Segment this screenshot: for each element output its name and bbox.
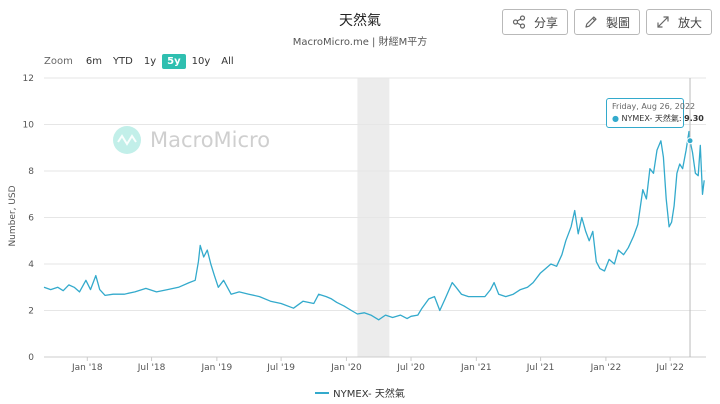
y-tick-label: 8 — [28, 167, 34, 177]
pencil-icon — [584, 15, 598, 29]
y-tick-label: 2 — [28, 307, 34, 317]
legend-swatch — [315, 391, 330, 394]
zoom-ytd-button[interactable]: YTD — [112, 56, 133, 67]
expand-button[interactable]: 放大 — [645, 9, 712, 35]
zoom-10y-button[interactable]: 10y — [191, 56, 211, 67]
tooltip-series: NYMEX- 天然氣: — [621, 114, 682, 123]
draw-button[interactable]: 製圖 — [573, 9, 640, 35]
y-tick-label: 4 — [28, 260, 34, 270]
tooltip-row: ● NYMEX- 天然氣: 9.30 — [612, 113, 704, 124]
x-tick-label: Jul '18 — [137, 363, 166, 373]
zoom-5y-button[interactable]: 5y — [162, 54, 186, 69]
y-tick-label: 10 — [23, 121, 35, 131]
tooltip-value: 9.30 — [684, 114, 704, 123]
x-tick-label: Jul '21 — [526, 363, 555, 373]
series-line — [43, 130, 705, 321]
x-tick-label: Jul '22 — [655, 363, 684, 373]
watermark: MacroMicro — [113, 126, 270, 154]
share-button[interactable]: 分享 — [501, 9, 568, 35]
zoom-bar: Zoom 6m YTD 1y 5y 10y All — [44, 54, 240, 69]
tooltip-date: Friday, Aug 26, 2022 — [612, 102, 696, 111]
chart-actions: 分享 製圖 放大 — [501, 9, 712, 35]
x-tick-label: Jan '18 — [71, 363, 103, 373]
y-tick-label: 6 — [28, 214, 34, 224]
x-tick-label: Jul '19 — [266, 363, 295, 373]
x-tick-label: Jan '22 — [590, 363, 622, 373]
share-label: 分享 — [533, 15, 558, 30]
x-tick-label: Jul '20 — [396, 363, 425, 373]
x-tick-label: Jan '19 — [201, 363, 233, 373]
chart-subtitle: MacroMicro.me | 財經M平方 — [292, 37, 428, 48]
expand-icon — [656, 15, 670, 29]
tooltip-dot-icon: ● — [612, 114, 619, 123]
chart-title: 天然氣 — [339, 13, 381, 29]
legend[interactable]: NYMEX- 天然氣 — [0, 385, 720, 400]
expand-label: 放大 — [677, 15, 702, 30]
tooltip: Friday, Aug 26, 2022 ● NYMEX- 天然氣: 9.30 — [606, 98, 704, 128]
zoom-6m-button[interactable]: 6m — [85, 56, 102, 67]
zoom-all-button[interactable]: All — [221, 56, 234, 67]
watermark-text: MacroMicro — [150, 128, 270, 152]
x-tick-label: Jan '20 — [330, 363, 362, 373]
y-tick-label: 0 — [28, 353, 34, 363]
y-tick-label: 12 — [23, 74, 34, 84]
legend-label: NYMEX- 天然氣 — [333, 389, 405, 400]
zoom-label: Zoom — [44, 56, 73, 67]
x-tick-label: Jan '21 — [460, 363, 492, 373]
draw-label: 製圖 — [605, 15, 630, 30]
hover-point — [686, 137, 694, 145]
zoom-1y-button[interactable]: 1y — [143, 56, 157, 67]
share-icon — [512, 15, 526, 29]
y-axis-label: Number, USD — [8, 185, 18, 246]
